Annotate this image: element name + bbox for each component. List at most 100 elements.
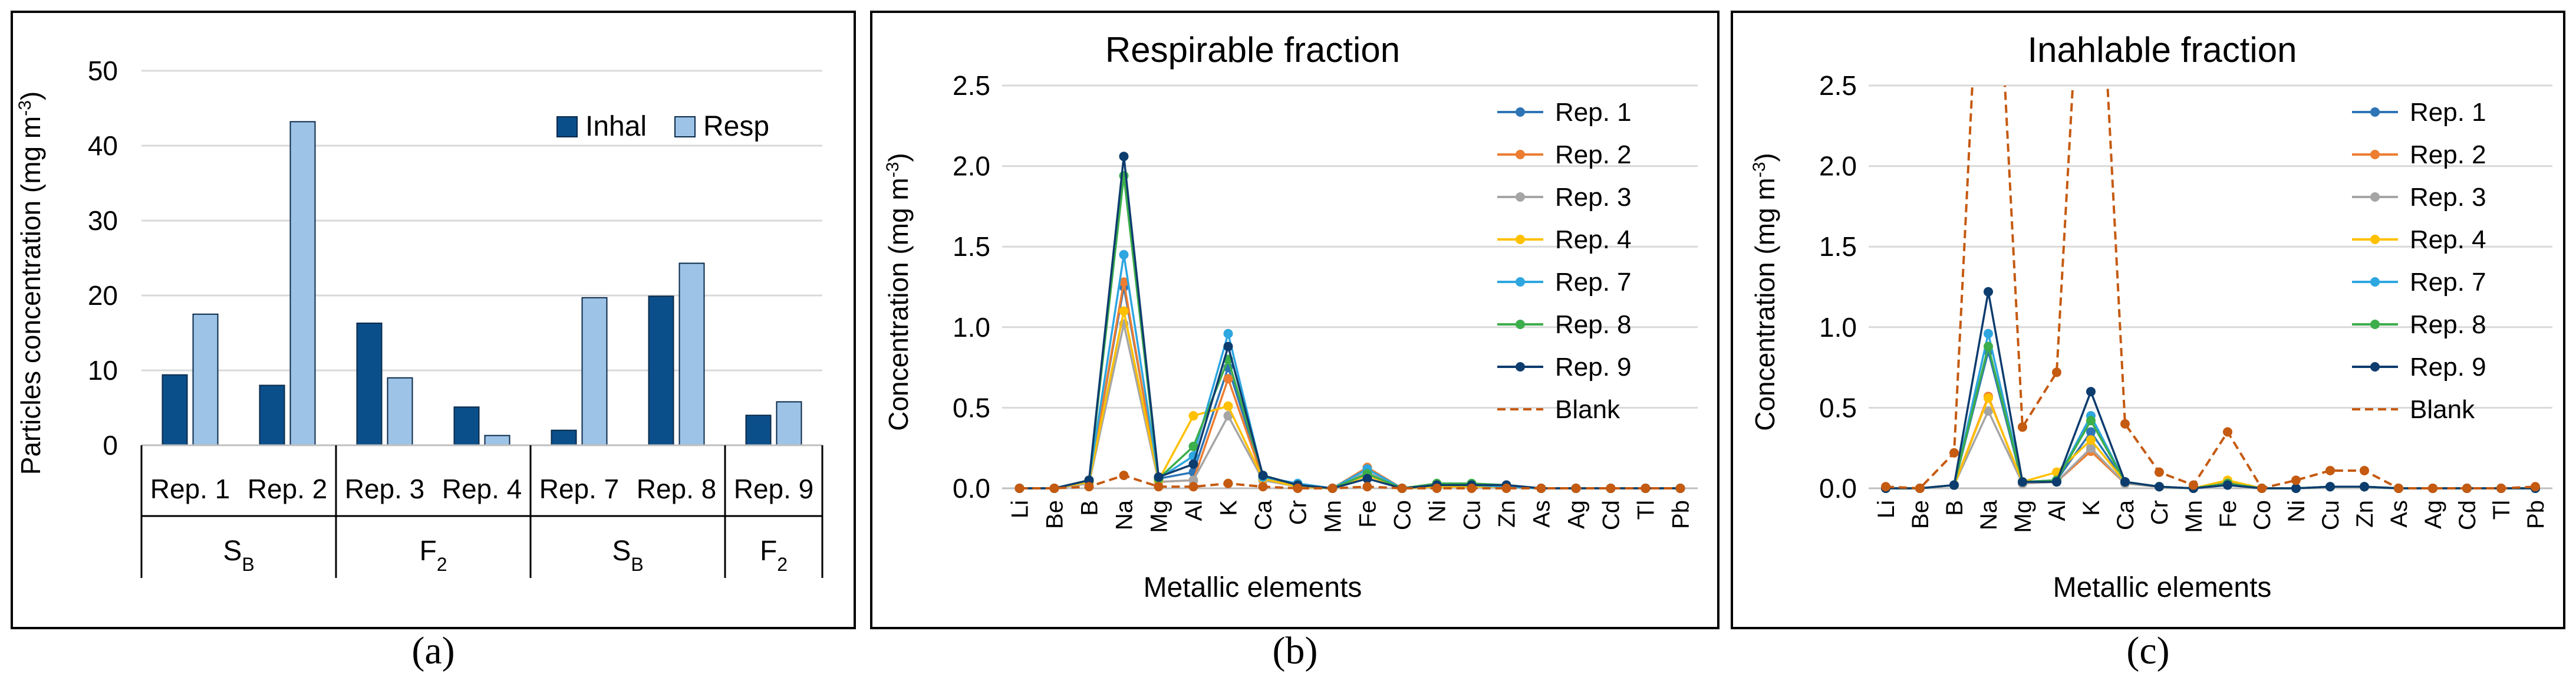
x-category-label: Rep. 2 (248, 474, 328, 504)
x-category-label: Zn (1494, 500, 1520, 528)
legend-rep-9-marker (2370, 362, 2380, 372)
series-blank-point (1049, 484, 1059, 493)
legend-rep-3-marker (1516, 192, 1525, 202)
series-rep-3-point (1223, 411, 1233, 421)
x-category-label: Li (1007, 500, 1033, 518)
series-blank-point (1949, 448, 1959, 458)
series-blank-point (1467, 484, 1477, 493)
series-blank-point (2360, 465, 2369, 475)
bar-resp (776, 401, 802, 446)
series-blank-point (1675, 484, 1685, 493)
series-rep-7-point (1984, 328, 1993, 339)
legend-rep-2-marker (2370, 150, 2380, 159)
legend-rep-1-marker (1516, 107, 1525, 117)
group-label: SB (612, 535, 643, 575)
series-blank-point (1188, 482, 1198, 492)
y-tick-label: 0.5 (953, 392, 990, 423)
series-rep-9-point (2052, 477, 2061, 487)
plot-area (1014, 152, 1685, 493)
series-blank-point (1223, 478, 1233, 488)
series-blank-point (1536, 484, 1546, 493)
x-category-label: As (2386, 500, 2412, 528)
series-blank-point (1397, 484, 1407, 493)
x-category-label: Mg (2010, 500, 2036, 533)
series-rep-8-point (1188, 441, 1198, 451)
x-category-label: K (2078, 500, 2104, 516)
x-category-label: Pb (1668, 500, 1694, 529)
bar-inhal (259, 385, 285, 446)
legend-rep-2-label: Rep. 2 (1555, 140, 1632, 169)
legend-rep-3-marker (2370, 192, 2380, 202)
group-label: SB (223, 535, 254, 575)
x-category-label: As (1529, 500, 1555, 528)
x-category-label: Rep. 3 (345, 474, 425, 504)
panel-a-frame (11, 11, 856, 629)
legend-rep-4-label: Rep. 4 (2410, 225, 2486, 254)
bar-resp (678, 262, 705, 446)
x-category-label: Pb (2523, 500, 2549, 529)
series-blank-point (1258, 482, 1268, 492)
caption-a: (a) (411, 629, 454, 672)
series-rep-8-point (1984, 341, 1993, 351)
legend-label-inhal: Inhal (585, 111, 647, 142)
bar-inhal (745, 415, 772, 446)
legend-rep-2-label: Rep. 2 (2410, 140, 2486, 169)
series-blank-point (1154, 482, 1164, 492)
series-blank-point (2496, 484, 2506, 493)
x-category-label: Rep. 9 (734, 474, 814, 504)
legend-rep-7-label: Rep. 7 (1555, 268, 1632, 297)
x-category-label: Cr (1286, 500, 1312, 525)
legend-rep-4-marker (1516, 235, 1525, 244)
legend-rep-4-label: Rep. 4 (1555, 225, 1632, 254)
y-tick-label: 2.5 (1819, 70, 1857, 101)
series-blank-point (2120, 419, 2130, 429)
x-category-label: Ca (1251, 500, 1277, 530)
x-category-label: Ni (2284, 500, 2310, 523)
x-category-label: B (1077, 500, 1103, 516)
panel-a-y-axis-label: Particles concentration (mg m-3) (15, 91, 47, 475)
bar-resp (581, 297, 608, 446)
series-rep-4-point (1119, 306, 1129, 316)
series-blank-point (2462, 484, 2472, 493)
y-tick-label: 0.0 (953, 473, 990, 504)
series-rep-9-point (2325, 482, 2335, 492)
y-tick-label: 30 (88, 205, 118, 236)
series-rep-2-point (1119, 277, 1129, 287)
x-category-label: Cu (1460, 500, 1485, 530)
x-category-label: Ni (1425, 500, 1451, 523)
series-rep-4-point (1223, 401, 1233, 411)
series-blank-point (1432, 484, 1442, 493)
legend-swatch-inhal (556, 116, 578, 137)
legend-rep-8-marker (2370, 320, 2380, 329)
x-category-label: Ag (2420, 500, 2446, 529)
series-blank-point (1119, 471, 1129, 481)
x-category-label: Mg (1147, 500, 1172, 533)
series-rep-9-point (2155, 482, 2164, 492)
x-category-label: Mn (2181, 500, 2207, 533)
series-rep-9-point (1188, 459, 1198, 469)
series-rep-9-point (1258, 471, 1268, 481)
x-category-label: Mn (1320, 500, 1346, 533)
series-rep-3-point (2086, 443, 2096, 453)
series-blank-point (2394, 484, 2403, 493)
series-blank-point (2155, 467, 2164, 477)
legend-rep-8-label: Rep. 8 (1555, 310, 1632, 339)
caption-b: (b) (1273, 629, 1318, 672)
panel-c-title: Inahlable fraction (2028, 30, 2297, 70)
y-tick-label: 0 (103, 430, 118, 461)
series-blank-point (1014, 484, 1025, 493)
series-rep-9-point (2120, 477, 2130, 487)
y-tick-label: 1.5 (1819, 231, 1857, 262)
x-category-label: Tl (1633, 500, 1659, 520)
series-rep-9-point (2086, 387, 2096, 397)
y-tick-label: 20 (88, 280, 118, 311)
series-blank-point (1641, 484, 1651, 493)
series-blank-point (1915, 484, 1925, 493)
x-category-label: Rep. 7 (539, 474, 620, 504)
legend-rep-7-marker (2370, 277, 2380, 287)
series-blank-point (1362, 482, 1372, 492)
y-tick-label: 2.0 (1819, 151, 1857, 182)
